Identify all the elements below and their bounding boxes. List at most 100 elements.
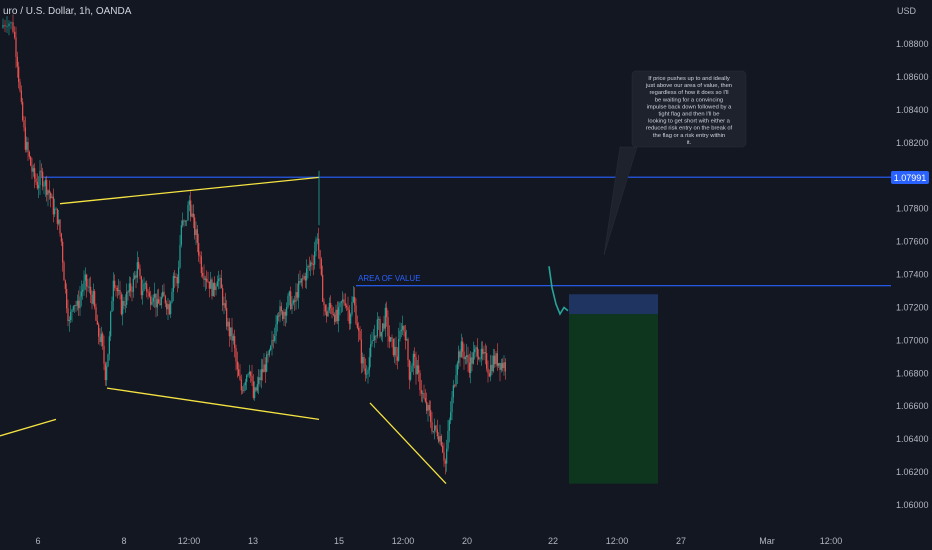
candle-body: [47, 190, 49, 195]
trend-lines[interactable]: [0, 176, 447, 485]
candle-body: [407, 339, 409, 361]
x-tick-label: 12:00: [820, 536, 843, 546]
candle-body: [440, 436, 442, 446]
candle-body: [92, 291, 94, 304]
candle-body: [362, 356, 364, 364]
candle-body: [204, 278, 206, 280]
candle-body: [83, 280, 85, 290]
candle-body: [230, 327, 232, 337]
candle-body: [306, 268, 308, 281]
candle-body: [78, 300, 80, 309]
candle-body: [406, 339, 408, 341]
candle-body: [340, 301, 342, 303]
candle-body: [339, 302, 341, 308]
candle-body: [4, 24, 6, 27]
candle-body: [115, 287, 117, 289]
candle-body: [40, 170, 42, 172]
candle-body: [418, 365, 420, 373]
x-tick-label: Mar: [759, 536, 775, 546]
candle-body: [476, 347, 478, 357]
candle-body: [51, 196, 53, 199]
candle-body: [159, 303, 161, 306]
candle-body: [426, 401, 428, 411]
candle-body: [95, 307, 97, 321]
candle-body: [484, 352, 486, 353]
candle-body: [360, 339, 362, 364]
candle-body: [234, 336, 236, 348]
candle-body: [474, 349, 476, 353]
candle-body: [114, 280, 116, 288]
candle-body: [452, 385, 454, 398]
x-tick-label: 12:00: [606, 536, 629, 546]
candle-body: [240, 379, 242, 391]
candle-body: [462, 341, 464, 352]
candle-body: [35, 178, 37, 183]
candle-body: [298, 281, 300, 298]
candle-body: [307, 265, 309, 269]
horizontal-levels[interactable]: [42, 176, 891, 287]
candle-body: [52, 196, 54, 215]
candle-body: [62, 241, 64, 263]
candle-body: [72, 306, 74, 310]
candle-body: [503, 362, 505, 369]
candle-body: [184, 220, 186, 222]
trend-line[interactable]: [0, 418, 57, 437]
candle-body: [386, 307, 388, 318]
candle-body: [346, 305, 348, 308]
candle-body: [415, 357, 417, 375]
candle-body: [132, 278, 134, 292]
trend-line[interactable]: [59, 176, 320, 205]
candle-body: [258, 377, 260, 385]
candle-body: [490, 364, 492, 377]
trend-line[interactable]: [106, 387, 320, 421]
take-profit-zone[interactable]: [569, 314, 658, 484]
candle-body: [466, 355, 468, 358]
candle-body: [248, 371, 250, 375]
candle-body: [207, 281, 209, 283]
candle-body: [439, 436, 441, 442]
symbol-title: uro / U.S. Dollar, 1h, OANDA: [3, 6, 132, 17]
candle-body: [262, 369, 264, 373]
y-tick-label: 1.06000: [896, 500, 929, 510]
time-axis[interactable]: 6 8 12:00 13 15 12:00 20 22 12:00 27 Mar 12:00: [35, 536, 842, 546]
candle-body: [59, 219, 61, 234]
candle-body: [456, 363, 458, 376]
candle-body: [404, 331, 406, 341]
candle-body: [383, 323, 385, 329]
area-of-value-label: AREA OF VALUE: [358, 274, 421, 283]
projected-price-path: [548, 266, 569, 316]
currency-label: USD: [897, 6, 917, 16]
price-axis[interactable]: 1.088001.086001.084001.082001.080001.078…: [896, 39, 929, 510]
candle-body: [76, 300, 78, 306]
candle-body: [170, 302, 172, 315]
stop-loss-zone[interactable]: [569, 294, 658, 315]
candle-body: [370, 344, 372, 358]
candle-body: [427, 404, 429, 411]
annotation-callout[interactable]: If price pushes up to and ideally just ab…: [603, 70, 747, 256]
candle-body: [10, 22, 12, 24]
y-tick-label: 1.06400: [896, 434, 929, 444]
candle-body: [122, 300, 124, 315]
candle-body: [367, 370, 369, 374]
position-zones[interactable]: [569, 294, 658, 484]
candle-body: [50, 192, 52, 199]
candle-body: [287, 295, 289, 308]
candle-body: [319, 250, 321, 260]
candle-body: [451, 397, 453, 413]
x-tick-label: 8: [121, 536, 126, 546]
candle-body: [60, 233, 62, 242]
candle-body: [111, 301, 113, 312]
candle-body: [444, 460, 446, 464]
candle-body: [387, 317, 389, 337]
candle-body: [243, 385, 245, 392]
candle-body: [100, 333, 102, 343]
candle-body: [74, 305, 76, 307]
candle-body: [402, 325, 404, 330]
candle-body: [275, 324, 277, 337]
candle-body: [366, 373, 368, 375]
candle-body: [27, 141, 29, 153]
candle-body: [498, 363, 500, 366]
candle-body: [260, 369, 262, 381]
trend-line[interactable]: [369, 402, 447, 485]
